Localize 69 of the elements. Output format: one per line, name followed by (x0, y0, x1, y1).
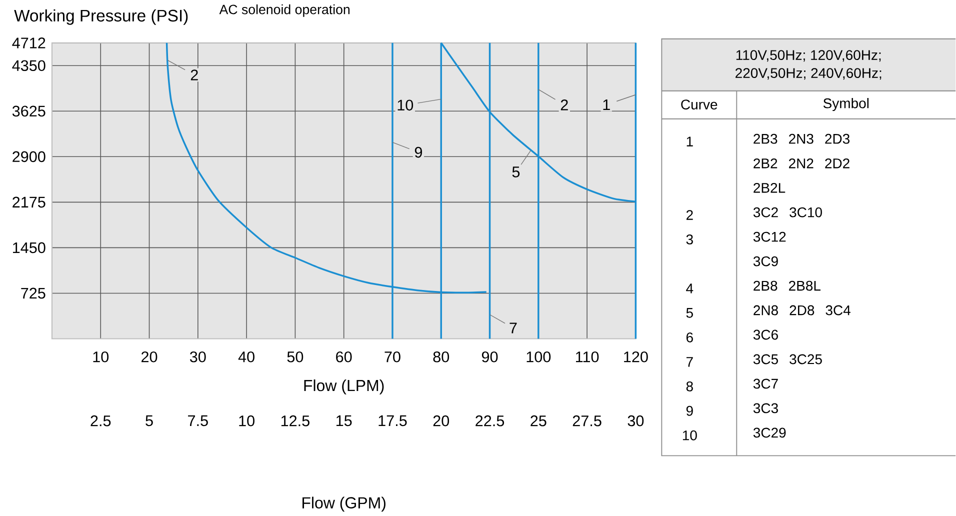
text: 2 (686, 210, 693, 220)
series-label: 5 (512, 166, 520, 178)
x-tick-label: 100 (526, 351, 551, 362)
x2-tick-label: 30 (628, 415, 644, 426)
x-tick-label: 70 (384, 351, 400, 362)
x2-tick-label: 2.5 (90, 415, 111, 426)
text: 2B2L (754, 182, 786, 193)
text: 220V,50Hz; 240V,60Hz; (736, 68, 882, 80)
text: 3C2 3C10 (753, 207, 822, 218)
text: 10 (682, 430, 697, 440)
text: 3C9 (753, 256, 778, 266)
text: 3C3 (753, 403, 778, 414)
text: 5 (686, 308, 693, 318)
series-label: 2 (560, 99, 568, 110)
x2-tick-label: 7.5 (188, 415, 208, 426)
x2-tick-label: 27.5 (572, 415, 602, 426)
text: 4 (686, 284, 694, 294)
series-label: 9 (414, 146, 422, 158)
y-tick-label: 4712 (12, 38, 46, 48)
text: 3 (686, 234, 693, 244)
text: 9 (686, 406, 693, 416)
text: 1 (686, 136, 693, 146)
x-axis-title: Flow (LPM) (304, 379, 384, 394)
x2-tick-label: 22.5 (476, 415, 504, 426)
x-tick-label: 30 (190, 351, 206, 362)
text: 3C12 (753, 232, 786, 242)
text: Curve (681, 100, 718, 110)
x-tick-label: 90 (482, 351, 498, 362)
x-tick-label: 20 (142, 351, 158, 362)
y-tick-label: 1450 (13, 242, 46, 254)
text: 7 (686, 357, 693, 367)
y-tick-label: 2900 (12, 151, 46, 162)
x2-tick-label: 15 (336, 415, 352, 426)
x-tick-label: 50 (287, 351, 304, 362)
x-tick-label: 120 (624, 351, 648, 362)
x2-axis-title: Flow (GPM) (302, 496, 386, 512)
x2-tick-label: 25 (530, 415, 546, 426)
series-label: 1 (603, 99, 610, 110)
x2-tick-label: 10 (239, 415, 254, 426)
text: 110V,50Hz; 120V,60Hz; (736, 50, 881, 62)
text: 2B8 2B8L (754, 280, 821, 291)
x-tick-label: 40 (238, 351, 254, 362)
y-axis-title: Working Pressure (PSI) (14, 9, 188, 25)
y-tick-label: 3625 (12, 106, 46, 117)
text: 3C6 (753, 330, 778, 340)
x-tick-label: 80 (433, 351, 450, 362)
series-label: 10 (398, 100, 414, 111)
text: Symbol (823, 98, 869, 112)
x2-tick-label: 17.5 (378, 415, 407, 426)
text: 2B3 2N3 2D3 (754, 134, 850, 144)
x-tick-label: 110 (576, 351, 599, 362)
x2-tick-label: 20 (433, 415, 450, 426)
text: 6 (686, 332, 693, 342)
text: 2B2 2N2 2D2 (754, 158, 850, 168)
x2-tick-label: 5 (146, 415, 153, 426)
series-label: 2 (190, 70, 198, 80)
series-label: 7 (510, 322, 517, 334)
x2-tick-label: 12.5 (281, 415, 310, 426)
chart-title: AC solenoid operation (219, 4, 350, 17)
text: 3C7 (753, 378, 778, 389)
x-tick-label: 60 (336, 351, 352, 362)
x-tick-label: 10 (93, 351, 109, 362)
y-tick-label: 725 (21, 288, 46, 299)
text: 2N8 2D8 3C4 (754, 305, 850, 316)
text: 3C5 3C25 (753, 354, 822, 364)
y-tick-label: 4350 (12, 60, 46, 72)
text: 8 (686, 381, 693, 392)
text: 3C29 (753, 428, 786, 438)
y-tick-label: 2175 (12, 196, 46, 208)
